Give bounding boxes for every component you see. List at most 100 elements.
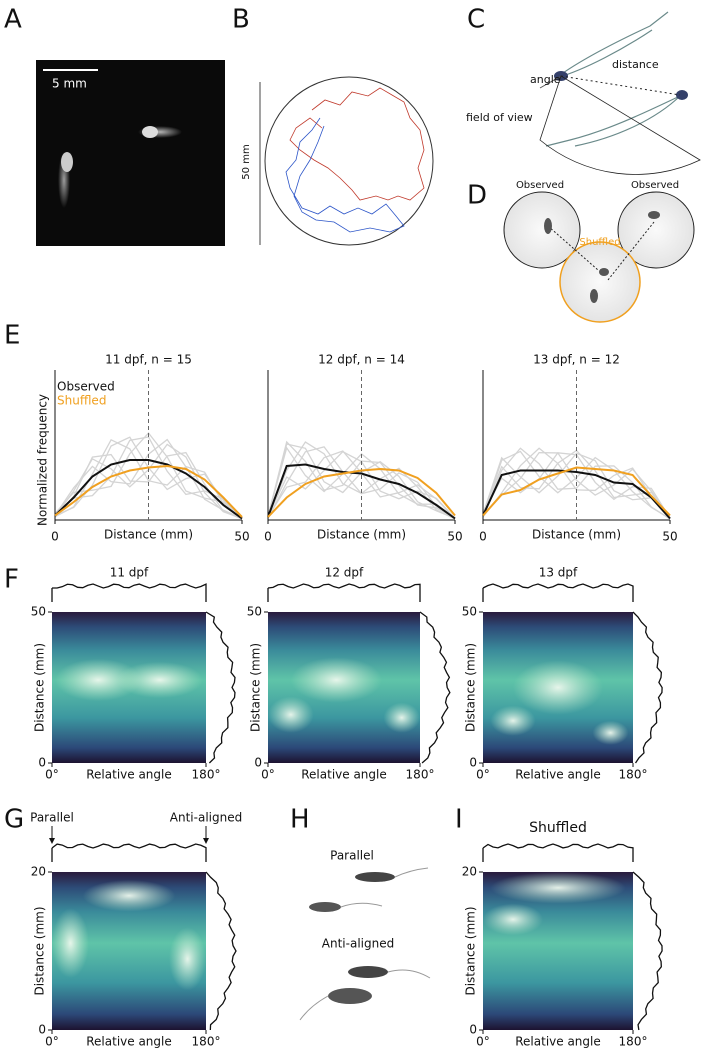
marginal-top xyxy=(51,843,207,862)
field-of-view xyxy=(539,75,701,175)
y-axis-label: Distance (mm) xyxy=(464,643,478,732)
parallel-label: Parallel xyxy=(330,849,374,863)
chart-title: 11 dpf xyxy=(110,566,149,580)
x-tick-label: 180° xyxy=(192,768,221,782)
x-axis-label: Distance (mm) xyxy=(104,528,193,542)
heatmap-density xyxy=(513,660,603,715)
y-axis-label: Distance (mm) xyxy=(33,643,47,732)
heatmap-density xyxy=(116,661,203,699)
chart-title: 13 dpf, n = 12 xyxy=(533,353,620,367)
individual-trace xyxy=(267,443,456,519)
fish xyxy=(348,966,388,978)
fish-eye xyxy=(676,90,688,100)
marginal-right xyxy=(205,871,237,1031)
annotation-arrowhead xyxy=(203,838,209,844)
individual-trace xyxy=(482,447,671,520)
marginal-top xyxy=(51,583,207,602)
fish-tail xyxy=(340,902,383,908)
trajectory xyxy=(289,87,425,201)
panel-label: F xyxy=(4,565,19,595)
x-tick-label: 50 xyxy=(662,530,677,544)
individual-trace xyxy=(54,438,243,520)
x-tick-label: 50 xyxy=(447,530,462,544)
observed-label: Observed xyxy=(631,180,679,191)
fish xyxy=(648,211,660,219)
fish-outline xyxy=(545,95,681,147)
marginal-top xyxy=(267,583,421,602)
heatmap-density xyxy=(490,872,626,904)
chart-title: 11 dpf, n = 15 xyxy=(105,353,192,367)
panel-label: H xyxy=(290,805,310,835)
y-tick-label: 20 xyxy=(462,865,477,879)
fish-head xyxy=(61,152,73,172)
panel-label: D xyxy=(467,181,487,211)
marginal-right xyxy=(632,871,663,1031)
marginal-top xyxy=(482,843,634,862)
y-tick-label: 50 xyxy=(462,605,477,619)
heatmap-density xyxy=(483,903,543,936)
dish xyxy=(559,241,641,323)
x-axis-label: Distance (mm) xyxy=(317,528,406,542)
x-axis-label: Relative angle xyxy=(86,1035,172,1049)
fish-tail xyxy=(387,969,431,979)
individual-trace xyxy=(482,451,671,520)
x-axis-label: Relative angle xyxy=(515,768,601,782)
series-line xyxy=(482,469,671,520)
heatmap-density xyxy=(52,908,89,978)
fish xyxy=(544,218,552,234)
x-axis-label: Distance (mm) xyxy=(532,528,621,542)
angle-label: angle xyxy=(530,73,561,86)
x-tick-label: 0 xyxy=(479,530,487,544)
pair-link xyxy=(547,225,599,271)
observed-label: Observed xyxy=(516,180,564,191)
fish-tail xyxy=(299,995,329,1021)
series-line xyxy=(267,467,456,518)
heatmap-density xyxy=(290,657,382,703)
dish xyxy=(617,191,695,269)
x-tick-label: 180° xyxy=(406,768,435,782)
y-tick-label: 0 xyxy=(38,756,46,770)
chart-title: Shuffled xyxy=(529,820,587,836)
heatmap-density xyxy=(490,705,536,736)
y-axis-label: Distance (mm) xyxy=(464,906,478,995)
chart-title: 12 dpf xyxy=(325,566,364,580)
fov-label: field of view xyxy=(466,111,533,124)
trajectory xyxy=(285,117,405,233)
series-line xyxy=(482,466,671,517)
y-tick-label: 0 xyxy=(254,756,262,770)
legend-label: Shuffled xyxy=(57,394,106,408)
x-tick-label: 180° xyxy=(619,768,648,782)
y-tick-label: 0 xyxy=(469,1023,477,1037)
heatmap-density xyxy=(592,720,629,745)
shuffled-label: Shuffled xyxy=(579,237,620,248)
x-tick-label: 0 xyxy=(264,530,272,544)
scale-bar-label: 5 mm xyxy=(52,77,87,91)
marginal-right xyxy=(632,611,663,764)
annotation-arrowhead xyxy=(49,838,55,844)
marginal-top xyxy=(482,583,634,602)
y-tick-label: 50 xyxy=(31,605,46,619)
panel-label: I xyxy=(455,805,463,835)
distance-line xyxy=(560,75,681,96)
fish xyxy=(590,289,598,303)
x-tick-label: 0° xyxy=(45,1035,59,1049)
series-line xyxy=(267,463,456,520)
y-axis-label: Distance (mm) xyxy=(33,906,47,995)
panel-label: G xyxy=(4,805,24,835)
annotation: Anti-aligned xyxy=(170,811,242,825)
fish xyxy=(328,988,372,1004)
annotation: Parallel xyxy=(30,811,74,825)
angle-arrow xyxy=(539,75,562,89)
heatmap-density xyxy=(169,927,206,991)
distance-label: distance xyxy=(612,58,659,71)
fish-tail xyxy=(394,867,429,878)
y-axis-label: Distance (mm) xyxy=(249,643,263,732)
fish xyxy=(355,872,395,882)
heatmap-density xyxy=(383,702,421,733)
y-axis-label: Normalized frequency xyxy=(36,394,50,526)
panel-label: B xyxy=(232,5,250,35)
scale-label: 50 mm xyxy=(241,144,252,179)
chart-title: 12 dpf, n = 14 xyxy=(318,353,405,367)
